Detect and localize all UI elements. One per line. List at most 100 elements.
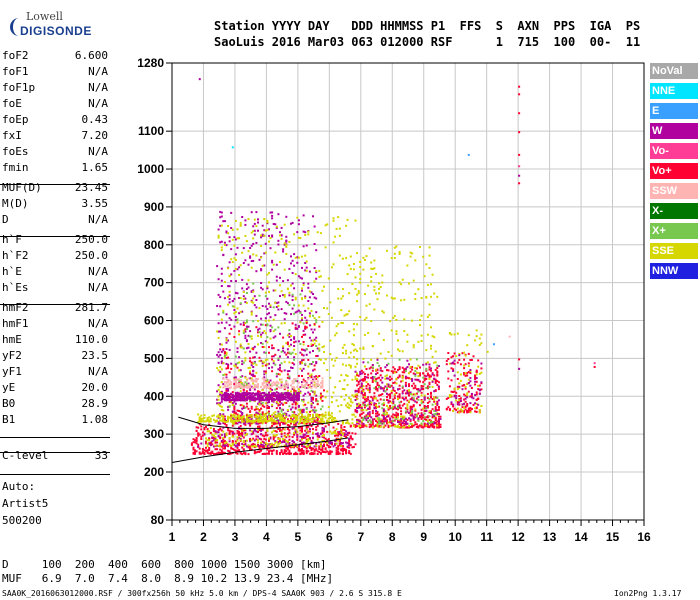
echo-point	[293, 420, 296, 423]
echo-point	[198, 451, 201, 454]
echo-point	[247, 218, 250, 221]
echo-point	[271, 214, 274, 217]
echo-point	[249, 395, 252, 397]
echo-point	[261, 323, 264, 326]
echo-point	[217, 421, 220, 424]
param-row-d: D N/A	[2, 212, 108, 228]
echo-point	[406, 376, 409, 379]
echo-point	[428, 422, 431, 425]
echo-point	[356, 300, 359, 303]
echo-point	[275, 452, 278, 455]
echo-point	[250, 377, 253, 380]
echo-point	[426, 283, 429, 286]
echo-point	[431, 425, 434, 428]
echo-point	[245, 288, 248, 290]
echo-point	[228, 416, 231, 419]
echo-point	[263, 385, 266, 388]
echo-point	[312, 339, 314, 342]
echo-point	[252, 366, 255, 368]
echo-point	[463, 406, 466, 409]
echo-point	[220, 398, 223, 401]
echo-point	[375, 412, 377, 415]
echo-point	[313, 368, 316, 371]
echo-point	[192, 441, 195, 444]
echo-point	[437, 385, 440, 388]
echo-point	[412, 399, 415, 402]
echo-point	[367, 412, 370, 415]
echo-point	[323, 434, 325, 436]
echo-point	[195, 429, 198, 432]
echo-point	[263, 420, 266, 423]
echo-point	[417, 375, 420, 378]
echo-point	[304, 417, 307, 420]
echo-point	[345, 422, 348, 424]
param-row-h-e: h`E N/A	[2, 264, 108, 280]
echo-point	[247, 407, 250, 410]
echo-point	[318, 415, 321, 418]
echo-point	[260, 429, 263, 432]
echo-point	[227, 267, 230, 270]
echo-point	[389, 400, 392, 403]
echo-point	[225, 353, 228, 356]
echo-point	[282, 349, 285, 352]
echo-point	[275, 275, 278, 278]
echo-point	[208, 452, 211, 455]
echo-point	[437, 406, 440, 408]
echo-point	[239, 310, 242, 313]
echo-point	[217, 416, 220, 419]
echo-point	[356, 425, 359, 428]
echo-point	[275, 396, 278, 399]
echo-point	[341, 257, 344, 260]
echo-point	[220, 357, 223, 360]
echo-point	[223, 452, 226, 454]
echo-point	[382, 311, 385, 314]
echo-point	[244, 434, 247, 437]
echo-point	[305, 326, 308, 329]
echo-point	[386, 387, 388, 389]
echo-point	[217, 330, 220, 333]
echo-point	[283, 294, 286, 296]
param-value: N/A	[88, 213, 108, 226]
echo-point	[201, 420, 204, 423]
echo-point	[335, 434, 338, 437]
echo-point	[341, 428, 344, 431]
echo-point	[305, 441, 308, 444]
echo-point	[305, 380, 308, 383]
echo-point	[403, 402, 406, 405]
echo-point	[431, 413, 434, 416]
echo-point	[371, 364, 374, 366]
echo-point	[408, 412, 410, 414]
echo-point	[323, 427, 325, 430]
echo-point	[425, 418, 428, 421]
echo-point	[223, 415, 226, 418]
echo-point	[219, 370, 222, 373]
echo-point	[381, 281, 384, 284]
echo-point	[220, 390, 223, 393]
echo-point	[227, 384, 230, 387]
echo-point	[345, 441, 348, 444]
echo-point	[266, 324, 269, 327]
echo-point	[345, 313, 348, 316]
echo-point	[368, 419, 371, 422]
echo-point	[269, 316, 272, 319]
echo-point	[464, 394, 467, 397]
echo-point	[397, 376, 399, 379]
echo-point	[414, 374, 417, 377]
echo-point	[398, 425, 401, 428]
echo-point	[282, 427, 285, 430]
echo-point	[423, 379, 426, 382]
echo-point	[244, 391, 247, 394]
echo-point	[245, 390, 248, 393]
echo-point	[428, 397, 431, 400]
echo-point	[271, 450, 274, 453]
echo-point	[266, 415, 269, 418]
echo-point	[384, 424, 387, 427]
echo-point	[313, 448, 316, 451]
echo-point	[242, 441, 245, 443]
echo-point	[234, 412, 237, 415]
echo-point	[313, 317, 316, 320]
echo-point	[324, 414, 327, 416]
echo-point	[346, 421, 349, 424]
echo-point	[282, 403, 285, 406]
echo-point	[230, 401, 233, 404]
